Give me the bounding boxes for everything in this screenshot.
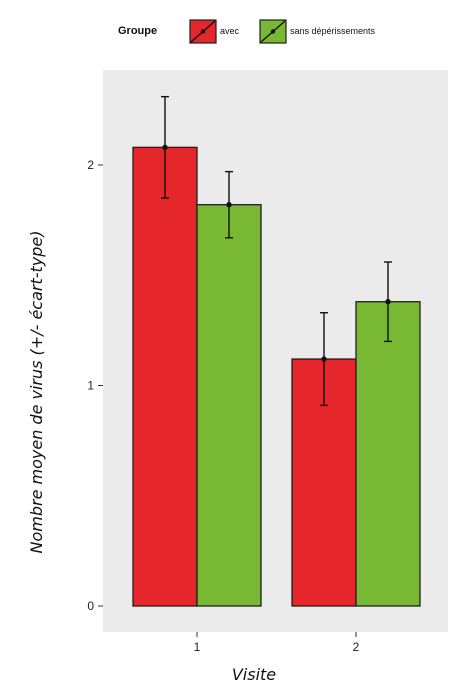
legend-item-avec: avec — [189, 19, 240, 44]
legend-item-sans-deperissements: sans dépérissements — [259, 19, 376, 44]
bar — [355, 301, 421, 607]
legend-swatch-dot — [270, 29, 276, 34]
legend-swatch-dot — [200, 29, 206, 34]
legend: Groupe avec sans dépérissements — [118, 19, 376, 44]
y-axis-title: Nombre moyen de virus (+/- écart-type) — [27, 230, 46, 553]
mean-point — [226, 201, 232, 208]
y-tick-label: 1 — [87, 379, 94, 393]
x-tick-label: 2 — [353, 640, 360, 654]
plot-area: 0 1 2 1 2 — [87, 70, 448, 654]
legend-label-sans-deperissements: sans dépérissements — [290, 26, 376, 36]
x-axis-title: Visite — [232, 665, 276, 684]
legend-title: Groupe — [118, 25, 157, 37]
mean-point — [385, 299, 391, 305]
y-tick-label: 2 — [87, 158, 94, 172]
y-tick-label: 0 — [87, 599, 94, 613]
mean-point — [321, 356, 327, 362]
bar — [196, 204, 262, 607]
bar — [132, 146, 198, 607]
x-tick-label: 1 — [194, 640, 201, 654]
legend-label-avec: avec — [220, 26, 240, 36]
mean-point — [162, 144, 168, 151]
